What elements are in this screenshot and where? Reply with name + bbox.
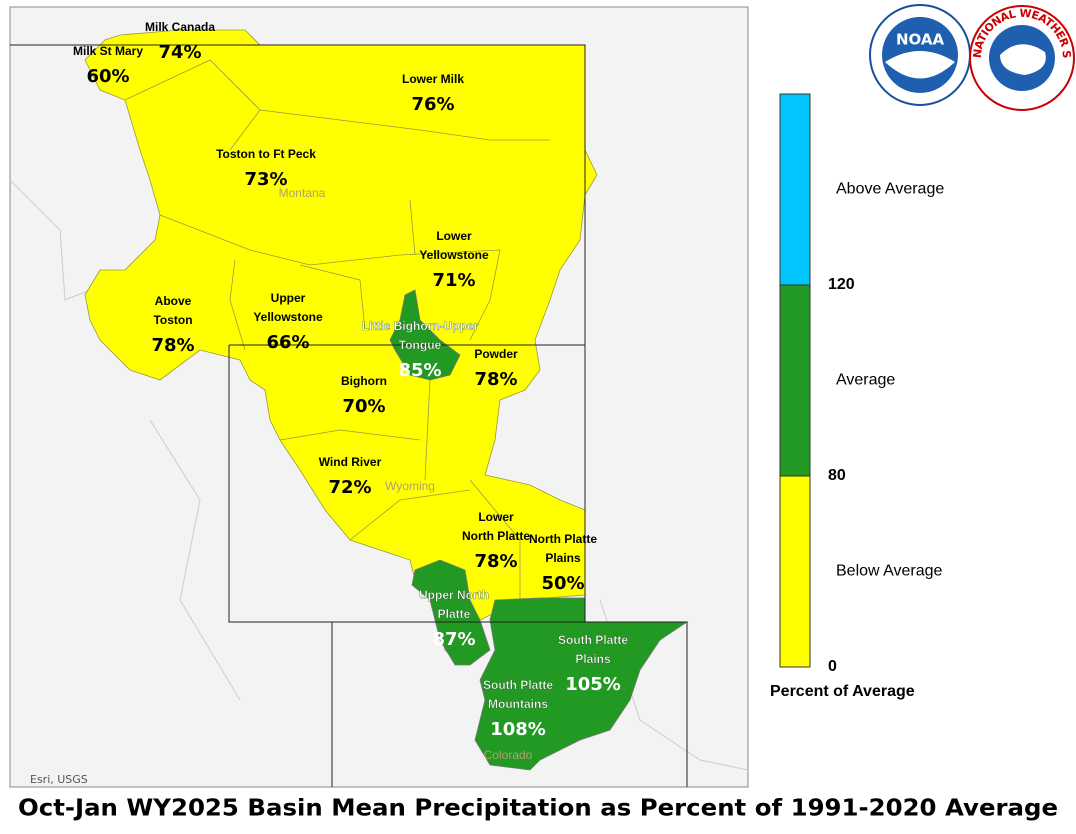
noaa-logo: NOAA xyxy=(869,4,971,106)
basin-value: 78% xyxy=(474,369,517,390)
legend-swatch xyxy=(779,475,811,668)
basin-name: Little Bighorn-Upper Tongue xyxy=(362,319,479,352)
basin-name-line: Platte xyxy=(438,607,471,621)
legend-swatch xyxy=(779,284,811,477)
legend-swatch xyxy=(779,93,811,286)
basin-value: 85% xyxy=(398,360,441,381)
basin-value: 71% xyxy=(432,270,475,291)
basin-name-line: North Platte xyxy=(529,532,597,546)
basin-name: Above Toston xyxy=(153,294,192,327)
basin-value: 87% xyxy=(432,629,475,650)
legend-title: Percent of Average xyxy=(770,683,915,700)
basin-name-line: Little Bighorn-Upper xyxy=(362,319,479,333)
basin-value: 108% xyxy=(490,719,546,740)
state-label: Colorado xyxy=(484,748,533,762)
basin-name-line: North Platte xyxy=(462,529,530,543)
legend-class-label: Above Average xyxy=(836,181,944,198)
basin-name: Milk Canada xyxy=(145,20,215,34)
basin-name: North Platte Plains xyxy=(529,532,597,565)
basin-value: 70% xyxy=(342,396,385,417)
basin-value: 73% xyxy=(244,169,287,190)
basin-name-line: Tongue xyxy=(399,338,442,352)
legend-tick-label: 0 xyxy=(828,658,837,675)
basin-name: Upper Yellowstone xyxy=(253,291,323,324)
legend: Percent of Average Below Average Average A… xyxy=(770,93,944,700)
state-label: Wyoming xyxy=(385,479,435,493)
basin-name-line: Upper North xyxy=(419,588,489,602)
legend-class-label: Average xyxy=(836,372,895,389)
basin-name: Wind River xyxy=(319,455,382,469)
nws-cloud xyxy=(1000,44,1046,75)
basin-name: Upper North Platte xyxy=(419,588,489,621)
basin-name-line: Yellowstone xyxy=(419,248,489,262)
map-title: Oct-Jan WY2025 Basin Mean Precipitation … xyxy=(18,796,1058,822)
basin-little-bighorn xyxy=(389,289,461,381)
basin-value: 76% xyxy=(411,94,454,115)
basin-name-line: Yellowstone xyxy=(253,310,323,324)
legend-tick-label: 80 xyxy=(828,467,846,484)
basin-value: 50% xyxy=(541,573,584,594)
basin-name-line: South Platte xyxy=(483,678,553,692)
basin-name: Powder xyxy=(474,347,518,361)
basin-name: South Platte Plains xyxy=(558,633,628,666)
basin-name: Lower North Platte xyxy=(462,510,530,543)
basin-name-line: Above xyxy=(155,294,192,308)
basin-boundaries xyxy=(124,59,550,600)
basin-upper-north-platte xyxy=(411,559,491,666)
basin-name-line: Mountains xyxy=(488,697,548,711)
basin-name-line: Plains xyxy=(575,652,611,666)
basin-name: South Platte Mountains xyxy=(483,678,553,711)
basin-name-line: Lower xyxy=(478,510,514,524)
basin-name: Toston to Ft Peck xyxy=(216,147,316,161)
basin-name: Bighorn xyxy=(341,374,387,388)
basin-value: 105% xyxy=(565,674,621,695)
basin-name-line: Plains xyxy=(545,551,581,565)
basin-value: 74% xyxy=(158,42,201,63)
basin-value: 78% xyxy=(474,551,517,572)
basin-name-line: South Platte xyxy=(558,633,628,647)
basin-value: 78% xyxy=(151,335,194,356)
basin-name: Lower Milk xyxy=(402,72,464,86)
legend-tick-label: 120 xyxy=(828,276,855,293)
noaa-gull xyxy=(885,51,955,79)
basin-value: 72% xyxy=(328,477,371,498)
basin-name-line: Upper xyxy=(271,291,306,305)
basin-value: 60% xyxy=(86,66,129,87)
basin-name-line: Lower xyxy=(436,229,472,243)
basin-name: Lower Yellowstone xyxy=(419,229,489,262)
legend-class-label: Below Average xyxy=(836,563,943,580)
basin-name: Milk St Mary xyxy=(73,44,143,58)
attribution: Esri, USGS xyxy=(30,773,88,786)
state-borders xyxy=(10,44,688,787)
noaa-text: NOAA xyxy=(896,31,945,49)
basin-value: 66% xyxy=(266,332,309,353)
basin-name-line: Toston xyxy=(153,313,192,327)
state-label: Montana xyxy=(279,186,326,200)
